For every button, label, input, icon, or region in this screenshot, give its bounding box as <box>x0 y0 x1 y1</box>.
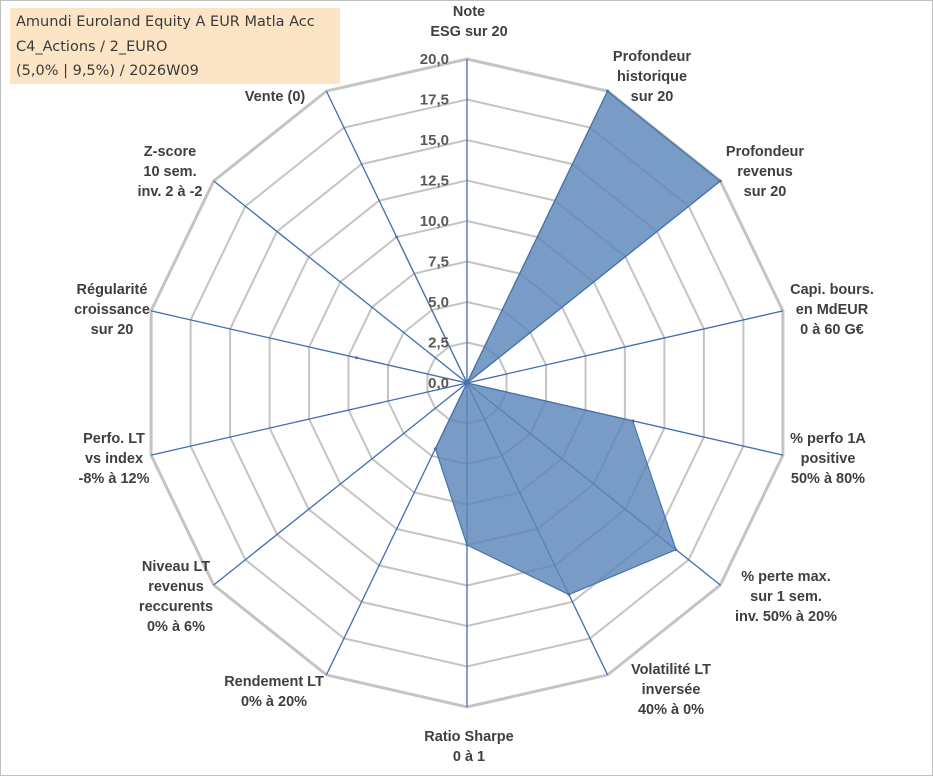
axis-label-line: revenus <box>737 164 793 180</box>
axis-label-line: Volatilité LT <box>631 662 711 678</box>
axis-label-1: Note ESG sur 20 <box>430 4 507 40</box>
series-point <box>465 543 469 547</box>
axis-label-line: Niveau LT <box>142 559 210 575</box>
series-area <box>356 90 722 596</box>
axis-label-line: inv. 2 à -2 <box>137 184 202 200</box>
axis-label-line: Vente (0) <box>245 89 306 105</box>
axis-label-9: Rendement LT 0% à 20% <box>224 674 324 710</box>
axis-label-line: Note <box>453 4 485 20</box>
axis-label-line: sur 20 <box>744 184 787 200</box>
axis-label-line: Rendement LT <box>224 674 324 690</box>
axis-label-line: reccurents <box>139 599 213 615</box>
axis-label-line: % perte max. <box>741 569 830 585</box>
series-point <box>354 356 358 360</box>
axis-label-line: 0 à 60 G€ <box>800 322 864 338</box>
fund-period: (5,0% | 9,5%) / 2026W09 <box>16 63 199 79</box>
series-point <box>433 447 437 451</box>
series-point <box>606 89 610 93</box>
axis-label-line: 0% à 6% <box>147 619 205 635</box>
fund-category: C4_Actions / 2_EURO <box>16 39 168 55</box>
tick-label: 0,0 <box>428 375 449 392</box>
axis-spoke <box>466 310 784 384</box>
axis-spoke <box>150 382 468 456</box>
axis-label-5: % perfo 1A positive 50% à 80% <box>790 431 866 487</box>
radial-tick-labels: 0,0 2,5 5,0 7,5 10,0 12,5 15,0 17,5 20,0 <box>420 51 449 392</box>
axis-label-line: ESG sur 20 <box>430 24 507 40</box>
axis-label-line: 0% à 20% <box>241 694 307 710</box>
axis-label-11: Perfo. LT vs index -8% à 12% <box>79 431 150 487</box>
axis-label-2: Profondeur historique sur 20 <box>613 49 691 105</box>
axis-label-line: Profondeur <box>613 49 691 65</box>
radar-series <box>354 89 722 597</box>
tick-label: 2,5 <box>428 335 449 352</box>
tick-label: 10,0 <box>420 213 449 230</box>
fund-name: Amundi Euroland Equity A EUR Matla Acc <box>16 14 315 30</box>
tick-label: 12,5 <box>420 173 449 190</box>
axis-spoke <box>213 382 468 586</box>
series-point <box>567 593 571 597</box>
axis-label-7: Volatilité LT inversée 40% à 0% <box>631 662 711 718</box>
series-point <box>395 235 399 239</box>
axis-label-line: revenus <box>148 579 204 595</box>
series-point <box>631 419 635 423</box>
axis-label-line: positive <box>801 451 856 467</box>
axis-label-line: sur 1 sem. <box>750 589 822 605</box>
axis-label-6: % perte max. sur 1 sem. inv. 50% à 20% <box>735 569 837 625</box>
series-point <box>465 381 469 385</box>
axis-label-line: 10 sem. <box>143 164 196 180</box>
axis-label-line: vs index <box>85 451 143 467</box>
axis-label-line: % perfo 1A <box>790 431 866 447</box>
axis-label-line: sur 20 <box>91 322 134 338</box>
axis-label-line: inv. 50% à 20% <box>735 609 837 625</box>
axis-label-line: 50% à 80% <box>791 471 865 487</box>
axis-label-8: Ratio Sharpe 0 à 1 <box>424 729 513 765</box>
axis-label-3: Profondeur revenus sur 20 <box>726 144 804 200</box>
axis-label-4: Capi. bours. en MdEUR 0 à 60 G€ <box>790 282 874 338</box>
axis-label-line: inversée <box>642 682 701 698</box>
axis-label-line: Ratio Sharpe <box>424 729 513 745</box>
axis-label-13: Z-score 10 sem. inv. 2 à -2 <box>137 144 202 200</box>
axis-label-12: Régularité croissance sur 20 <box>74 282 150 338</box>
axis-label-10: Niveau LT revenus reccurents 0% à 6% <box>139 559 213 635</box>
axis-label-line: Z-score <box>144 144 196 160</box>
axis-label-line: en MdEUR <box>796 302 869 318</box>
axis-label-line: Profondeur <box>726 144 804 160</box>
axis-label-line: croissance <box>74 302 150 318</box>
axis-label-line: sur 20 <box>631 89 674 105</box>
axis-spoke <box>213 180 468 384</box>
tick-label: 17,5 <box>420 92 449 109</box>
axis-label-line: 0 à 1 <box>453 749 485 765</box>
axis-label-line: Régularité <box>77 282 148 298</box>
tick-label: 15,0 <box>420 132 449 149</box>
axis-label-line: -8% à 12% <box>79 471 150 487</box>
series-point <box>674 548 678 552</box>
axis-label-line: 40% à 0% <box>638 702 704 718</box>
series-point <box>718 179 722 183</box>
tick-label: 20,0 <box>420 51 449 68</box>
axis-label-line: Capi. bours. <box>790 282 874 298</box>
axis-label-line: historique <box>617 69 687 85</box>
fund-title-box: Amundi Euroland Equity A EUR Matla Acc C… <box>10 8 340 84</box>
tick-label: 5,0 <box>428 294 449 311</box>
axis-label-line: Perfo. LT <box>83 431 145 447</box>
tick-label: 7,5 <box>428 254 449 271</box>
